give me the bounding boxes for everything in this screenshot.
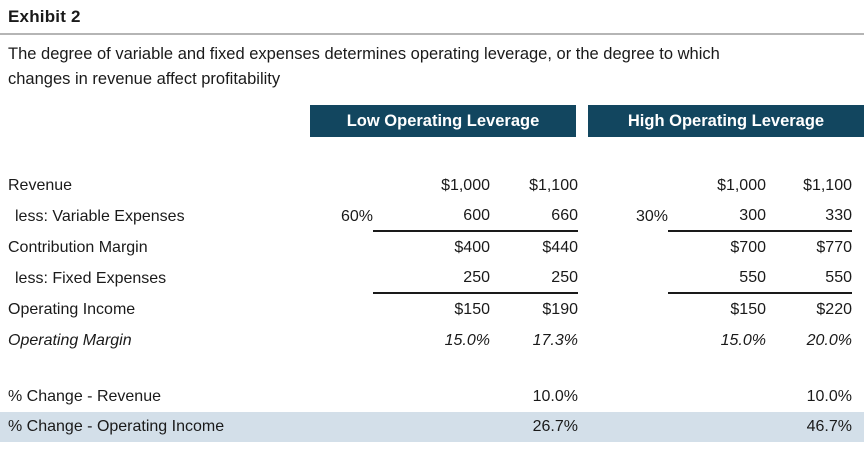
high-base-cell: 550 — [668, 263, 766, 294]
high-pct-cell: 30% — [635, 207, 668, 225]
low-change-cell: 26.7% — [532, 418, 578, 435]
low-scenario-cell: $440 — [542, 238, 578, 256]
high-scenario-cell: $1,100 — [803, 176, 852, 194]
low-pct-cell: 60% — [340, 207, 373, 225]
high-change-cell: 46.7% — [806, 418, 852, 435]
title-divider-rule — [0, 33, 864, 35]
row-label: Revenue — [8, 176, 73, 194]
table-spacer — [0, 356, 864, 382]
high-scenario-cell: 20.0% — [806, 331, 852, 349]
table-row-pct-change-operating-income: % Change - Operating Income 26.7% 46.7% — [0, 412, 864, 442]
row-label: Contribution Margin — [8, 238, 148, 256]
low-scenario-cell: 250 — [490, 263, 578, 294]
high-base-cell: $1,000 — [717, 176, 766, 194]
table-row-pct-change-revenue: % Change - Revenue 10.0% 10.0% — [0, 382, 864, 412]
row-label: % Change - Revenue — [8, 388, 161, 405]
row-label: % Change - Operating Income — [8, 418, 225, 435]
subtitle-line-2: changes in revenue affect profitability — [8, 70, 281, 88]
row-label: less: Fixed Expenses — [15, 269, 167, 287]
exhibit-title: Exhibit 2 — [8, 7, 81, 26]
low-scenario-cell: $1,100 — [529, 176, 578, 194]
table-row-operating-income: Operating Income $150 $190 $150 $220 — [0, 294, 864, 325]
high-base-cell: 300 — [668, 201, 766, 232]
table-row-revenue: Revenue $1,000 $1,100 $1,000 $1,100 — [0, 170, 864, 201]
operating-leverage-table: Revenue $1,000 $1,100 $1,000 $1,100 less… — [0, 170, 864, 442]
high-scenario-cell: 550 — [766, 263, 852, 294]
row-label: Operating Margin — [8, 331, 132, 349]
table-row-contribution-margin: Contribution Margin $400 $440 $700 $770 — [0, 232, 864, 263]
table-row-variable-expenses: less: Variable Expenses 60% 600 660 30% … — [0, 201, 864, 232]
high-scenario-cell: 330 — [766, 201, 852, 232]
group-header-low-operating-leverage: Low Operating Leverage — [310, 105, 576, 137]
high-scenario-cell: $220 — [816, 300, 852, 318]
low-base-cell: $400 — [454, 238, 490, 256]
low-base-cell: $150 — [454, 300, 490, 318]
high-base-cell: $150 — [730, 300, 766, 318]
group-header-high-operating-leverage: High Operating Leverage — [588, 105, 864, 137]
low-base-cell: 600 — [373, 201, 490, 232]
low-change-cell: 10.0% — [532, 388, 578, 405]
low-scenario-cell: $190 — [542, 300, 578, 318]
table-row-fixed-expenses: less: Fixed Expenses 250 250 550 550 — [0, 263, 864, 294]
row-label: Operating Income — [8, 300, 136, 318]
high-change-cell: 10.0% — [806, 388, 852, 405]
low-base-cell: $1,000 — [441, 176, 490, 194]
row-label: less: Variable Expenses — [15, 207, 185, 225]
table-row-operating-margin: Operating Margin 15.0% 17.3% 15.0% 20.0% — [0, 325, 864, 356]
exhibit-subtitle: The degree of variable and fixed expense… — [0, 35, 864, 92]
low-scenario-cell: 660 — [490, 201, 578, 232]
low-base-cell: 15.0% — [444, 331, 490, 349]
subtitle-line-1: The degree of variable and fixed expense… — [8, 45, 720, 63]
low-base-cell: 250 — [373, 263, 490, 294]
high-base-cell: $700 — [730, 238, 766, 256]
low-scenario-cell: 17.3% — [532, 331, 578, 349]
high-scenario-cell: $770 — [816, 238, 852, 256]
high-base-cell: 15.0% — [720, 331, 766, 349]
